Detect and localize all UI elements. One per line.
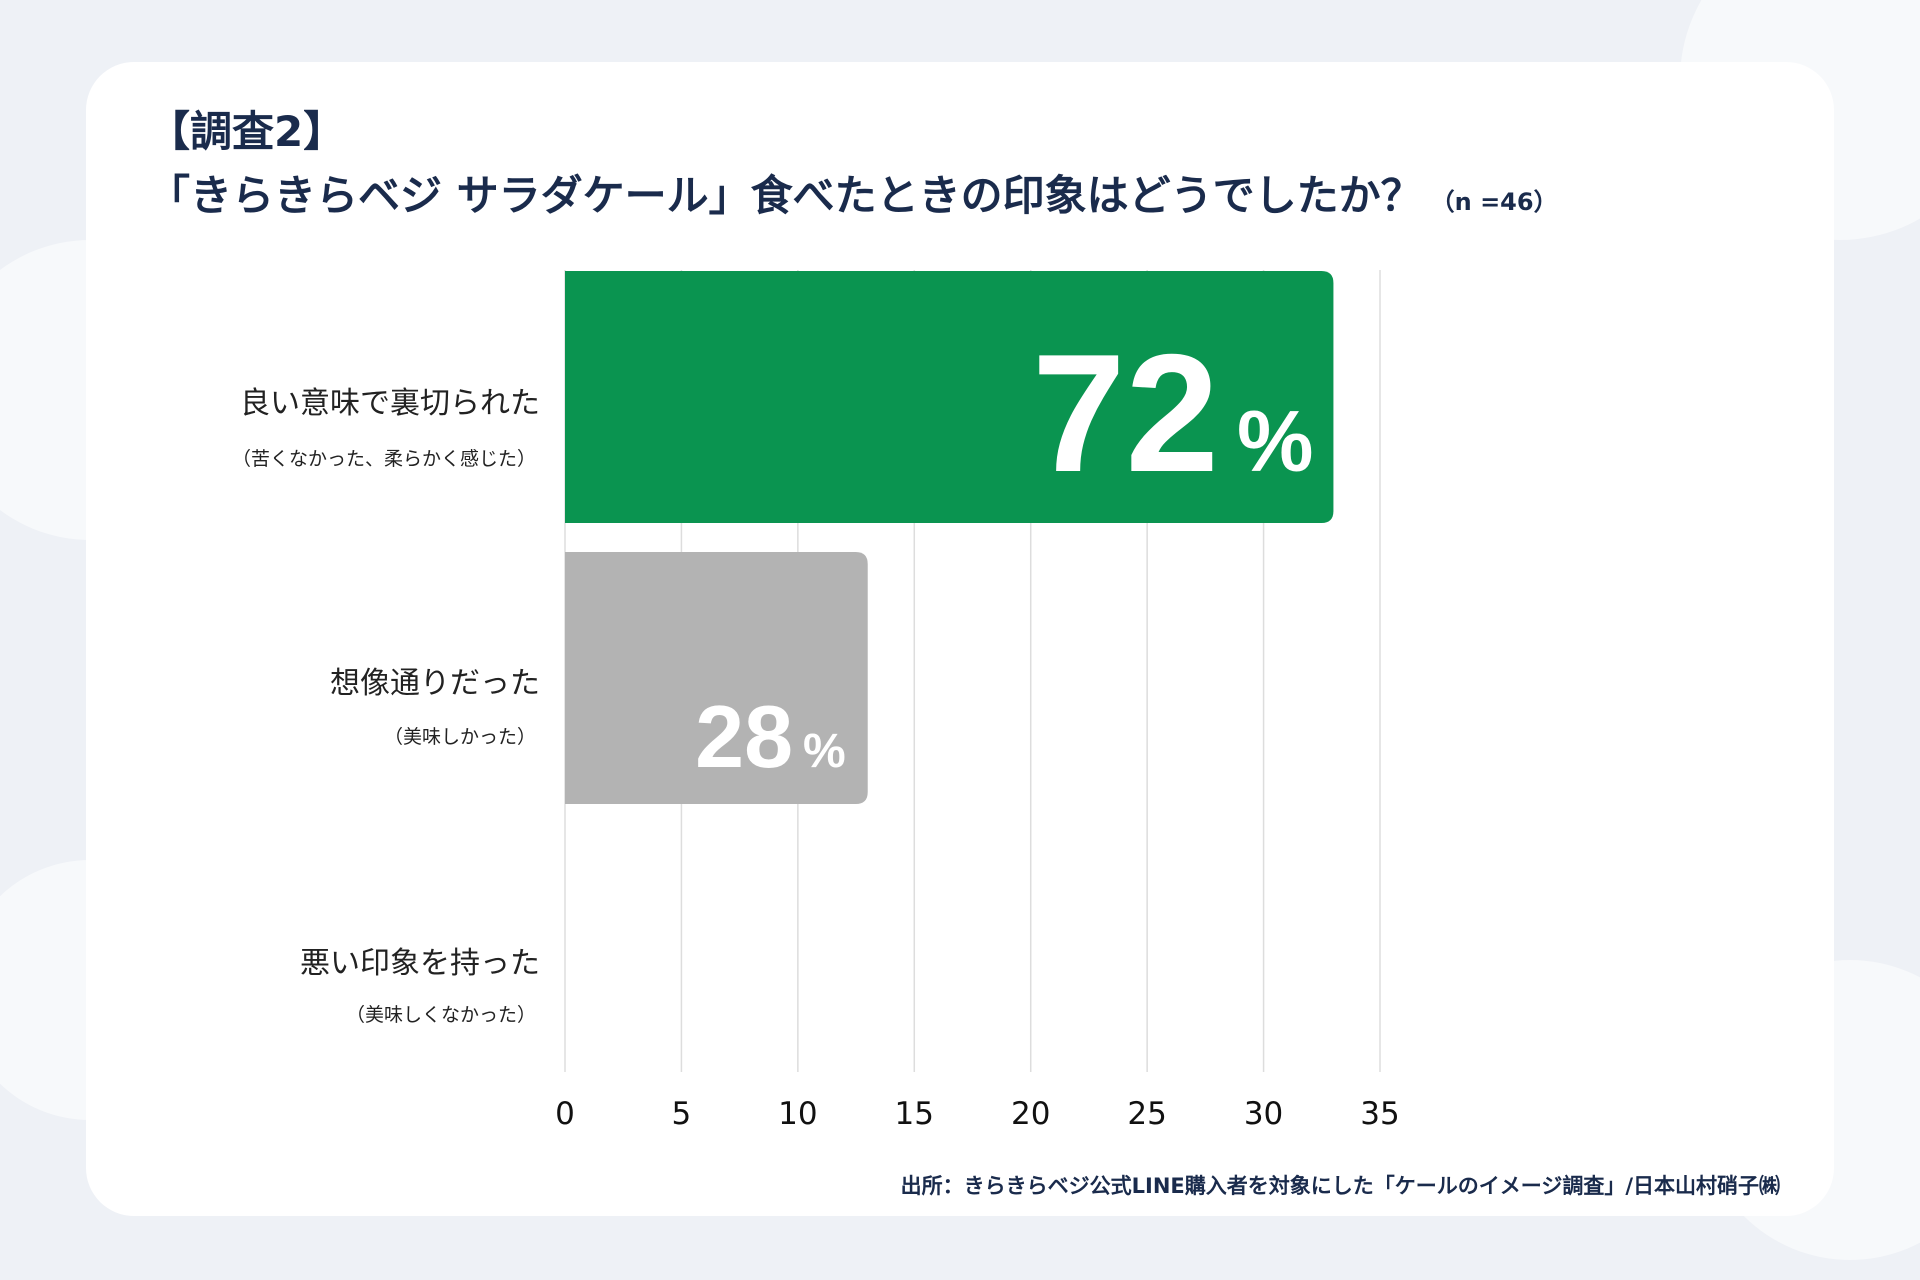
bar xyxy=(565,271,1334,523)
category-label: 悪い印象を持った xyxy=(300,946,540,981)
category-label: 想像通りだった xyxy=(330,666,540,701)
x-tick-label: 25 xyxy=(1127,1096,1167,1132)
bar-value-label: 28% xyxy=(695,687,846,786)
source-note: 出所：きらきらベジ公式LINE購入者を対象にした「ケールのイメージ調査」/日本山… xyxy=(900,1174,1780,1198)
x-tick-label: 20 xyxy=(1010,1096,1051,1132)
question-title: 「きらきらベジ サラダケール」食べたときの印象はどうでしたか？ （n =46） xyxy=(148,162,1558,223)
x-tick-label: 35 xyxy=(1360,1096,1400,1132)
category-label: 良い意味で裏切られた xyxy=(240,386,540,421)
category-sublabel: （美味しくなかった） xyxy=(345,1004,536,1026)
chart-card xyxy=(86,62,1834,1216)
x-tick-label: 10 xyxy=(778,1096,818,1132)
survey-title: 【調査2】 xyxy=(148,107,346,156)
question-text: 「きらきらベジ サラダケール」食べたときの印象はどうでしたか？ xyxy=(148,171,1423,220)
x-tick-label: 0 xyxy=(555,1096,575,1132)
sample-size: （n =46） xyxy=(1430,188,1558,216)
category-sublabel: （苦くなかった、柔らかく感じた） xyxy=(231,448,536,470)
x-tick-label: 15 xyxy=(894,1096,934,1132)
bar xyxy=(565,552,868,804)
x-tick-label: 30 xyxy=(1243,1096,1284,1132)
category-sublabel: （美味しかった） xyxy=(383,726,536,748)
x-tick-label: 5 xyxy=(671,1096,692,1132)
bar-value-label: 72% xyxy=(1032,319,1313,507)
